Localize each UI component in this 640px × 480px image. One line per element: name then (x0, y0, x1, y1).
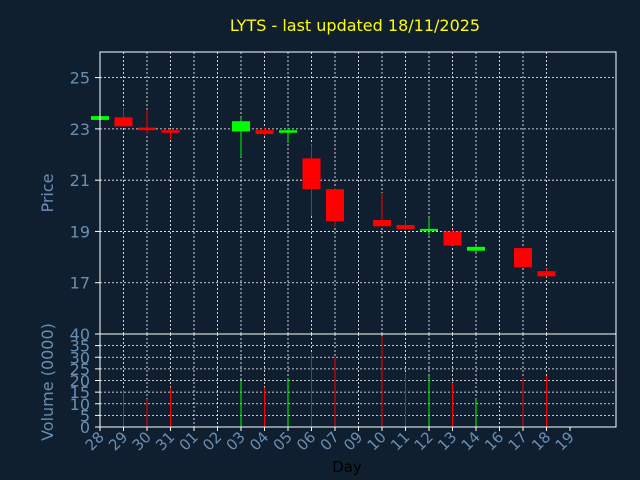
candle-body (232, 121, 250, 132)
candle-body (255, 130, 274, 135)
x-axis-label: Day (332, 458, 362, 476)
volume-bars (123, 336, 547, 427)
candle-body (420, 228, 438, 231)
chart-title: LYTS - last updated 18/11/2025 (230, 16, 480, 35)
volume-y-tick-label: 40 (70, 325, 90, 344)
candle-body (326, 189, 344, 222)
candle-body (443, 231, 462, 246)
candle-body (514, 248, 532, 268)
price-y-tick-label: 17 (70, 274, 90, 293)
volume-y-tick-label: 30 (70, 348, 90, 367)
price-y-tick-label: 25 (70, 69, 90, 88)
candle-body (467, 246, 485, 251)
volume-y-tick-label: 5 (80, 406, 90, 425)
candle-body (114, 117, 133, 127)
candle-body (161, 130, 180, 133)
price-y-tick-labels: 17 19 21 23 25 (70, 69, 90, 293)
candle-body (138, 127, 156, 131)
volume-plot-frame (99, 333, 617, 428)
price-axis-label: Price (38, 173, 57, 212)
volume-y-tick-label: 35 (70, 337, 90, 356)
price-y-tick-label: 21 (70, 171, 90, 190)
volume-y-tick-label: 25 (70, 360, 90, 379)
price-y-tick-label: 19 (70, 222, 90, 241)
price-y-tick-label: 23 (70, 120, 90, 139)
candle-body (279, 130, 297, 133)
candlesticks (91, 108, 556, 277)
volume-y-tick-label: 0 (80, 418, 90, 437)
volume-y-tick-label: 15 (70, 383, 90, 402)
candle-body (537, 271, 556, 277)
volume-y-tick-label: 20 (70, 372, 90, 391)
volume-y-tick-label: 10 (70, 395, 90, 414)
candle-body (302, 158, 321, 190)
candle-body (373, 219, 391, 227)
volume-axis-label: Volume (0000) (38, 323, 57, 441)
candle-body (396, 225, 415, 229)
